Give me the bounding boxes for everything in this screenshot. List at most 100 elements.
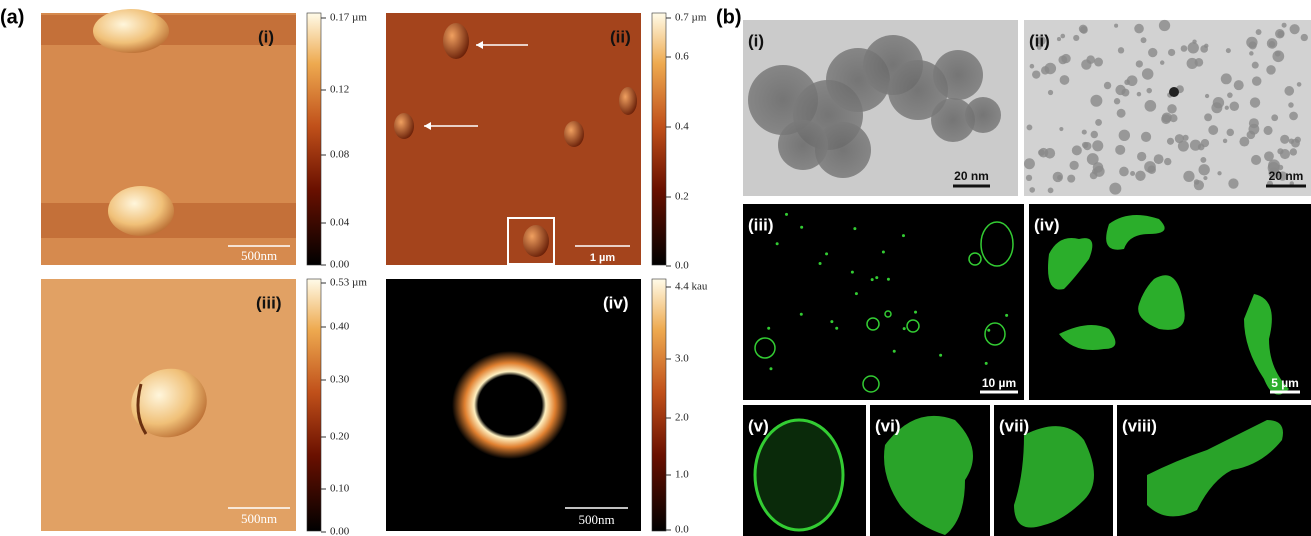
colorbar-label: 0.2 (675, 191, 689, 203)
colorbar-label: 0.00 (330, 526, 350, 536)
nanoparticle (1026, 175, 1032, 181)
colorbar (307, 279, 321, 531)
vesicle-dot (882, 250, 885, 253)
nanoparticle (1154, 154, 1164, 164)
colorbar-label: 0.0 (675, 260, 689, 272)
nanoparticle (1137, 92, 1141, 96)
colorbar-label: 0.7 µm (675, 12, 707, 24)
nanoparticle (1275, 51, 1281, 57)
nanoparticle (1264, 126, 1273, 135)
nanoparticle (1211, 102, 1222, 113)
nanoparticle (1271, 114, 1278, 121)
vesicle-dot (767, 327, 770, 330)
panel-label: (iii) (748, 215, 774, 234)
nanoparticle (1029, 187, 1035, 193)
nanoparticle (1288, 102, 1293, 107)
nanoparticle (1135, 171, 1145, 181)
panel-label: (v) (748, 416, 769, 435)
vesicle-dot (800, 313, 803, 316)
particle (108, 186, 174, 236)
nanoparticle (1057, 37, 1061, 41)
nanoparticle (1104, 82, 1111, 89)
nanoparticle (1032, 70, 1040, 78)
nanoparticle (1217, 171, 1221, 175)
nanoparticle (1072, 145, 1082, 155)
nanoparticle (1199, 164, 1210, 175)
nanoparticle (1250, 97, 1260, 107)
nanoparticle (1251, 155, 1261, 165)
micrograph (1029, 204, 1311, 400)
nanoparticle (1159, 20, 1170, 31)
nanoparticle (1230, 101, 1240, 111)
nanoparticle (1178, 141, 1189, 152)
figure-label: (b) (716, 6, 742, 28)
colorbar-label: 0.20 (330, 431, 350, 443)
nanoparticle (1134, 24, 1144, 34)
particle (564, 121, 584, 147)
nanoparticle (1048, 90, 1053, 95)
panel-label: (iv) (603, 293, 629, 312)
nanoparticle (1119, 130, 1130, 141)
scale-bar-label: 10 µm (982, 376, 1016, 390)
nanoparticle (1204, 113, 1212, 121)
particle (394, 113, 414, 139)
panel-label: (vii) (999, 416, 1029, 435)
vesicle-dot (819, 262, 822, 265)
nanoparticle (1290, 148, 1297, 155)
colorbar-label: 0.53 µm (330, 277, 367, 289)
nanoparticle (1081, 59, 1091, 69)
nanoparticle (1117, 109, 1126, 118)
nanoparticle (965, 97, 1001, 133)
vesicle-dot (855, 292, 858, 295)
nanoparticle (1141, 37, 1147, 43)
colorbar-label: 1.0 (675, 469, 689, 481)
vesicle-dot (835, 327, 838, 330)
vesicle-dot (903, 327, 906, 330)
afm-image (386, 279, 641, 531)
colorbar-label: 0.00 (330, 259, 350, 271)
nanoparticle (1045, 63, 1057, 75)
colorbar-label: 0.4 (675, 121, 689, 133)
colorbar-label: 0.10 (330, 483, 350, 495)
nanoparticle (1252, 62, 1259, 69)
nanoparticle (1136, 60, 1143, 67)
vesicle-dot (887, 278, 890, 281)
nanoparticle (1227, 129, 1234, 136)
nanoparticle (1053, 172, 1063, 182)
image-background (743, 204, 1024, 400)
nanoparticle (1060, 34, 1065, 39)
nanoparticle (1200, 157, 1206, 163)
nanoparticle (1226, 48, 1231, 53)
nanoparticle (1090, 95, 1102, 107)
panel-label: (iii) (256, 293, 282, 312)
nanoparticle (1141, 132, 1151, 142)
panel-label: (ii) (610, 27, 631, 46)
vesicle-dot (985, 362, 988, 365)
nanoparticle (1060, 75, 1070, 85)
colorbar-label: 2.0 (675, 412, 689, 424)
nanoparticle (1183, 171, 1194, 182)
nanoparticle (1280, 149, 1290, 159)
nanoparticle (1201, 139, 1209, 147)
nanoparticle (1223, 139, 1227, 143)
nanoparticle (1073, 35, 1079, 41)
nanoparticle (1137, 152, 1146, 161)
colorbar-label: 0.6 (675, 51, 689, 63)
colorbar (652, 13, 666, 265)
nanoparticle (1130, 171, 1135, 176)
nanoparticle (1118, 47, 1124, 53)
nanoparticle (1027, 124, 1033, 130)
nanoparticle (1221, 73, 1232, 84)
colorbar-label: 0.08 (330, 149, 350, 161)
afm-image (41, 9, 296, 265)
nanoparticle (1194, 180, 1204, 190)
colorbar-label: 0.0 (675, 524, 689, 536)
nanoparticle (1095, 119, 1102, 126)
nanoparticle (1114, 98, 1120, 104)
nanoparticle (1146, 88, 1152, 94)
afm-image (41, 279, 296, 531)
nanoparticle (1082, 142, 1088, 148)
scale-bar-label: 500nm (578, 512, 614, 527)
nanoparticle (1092, 140, 1103, 151)
nanoparticle (1246, 37, 1257, 48)
